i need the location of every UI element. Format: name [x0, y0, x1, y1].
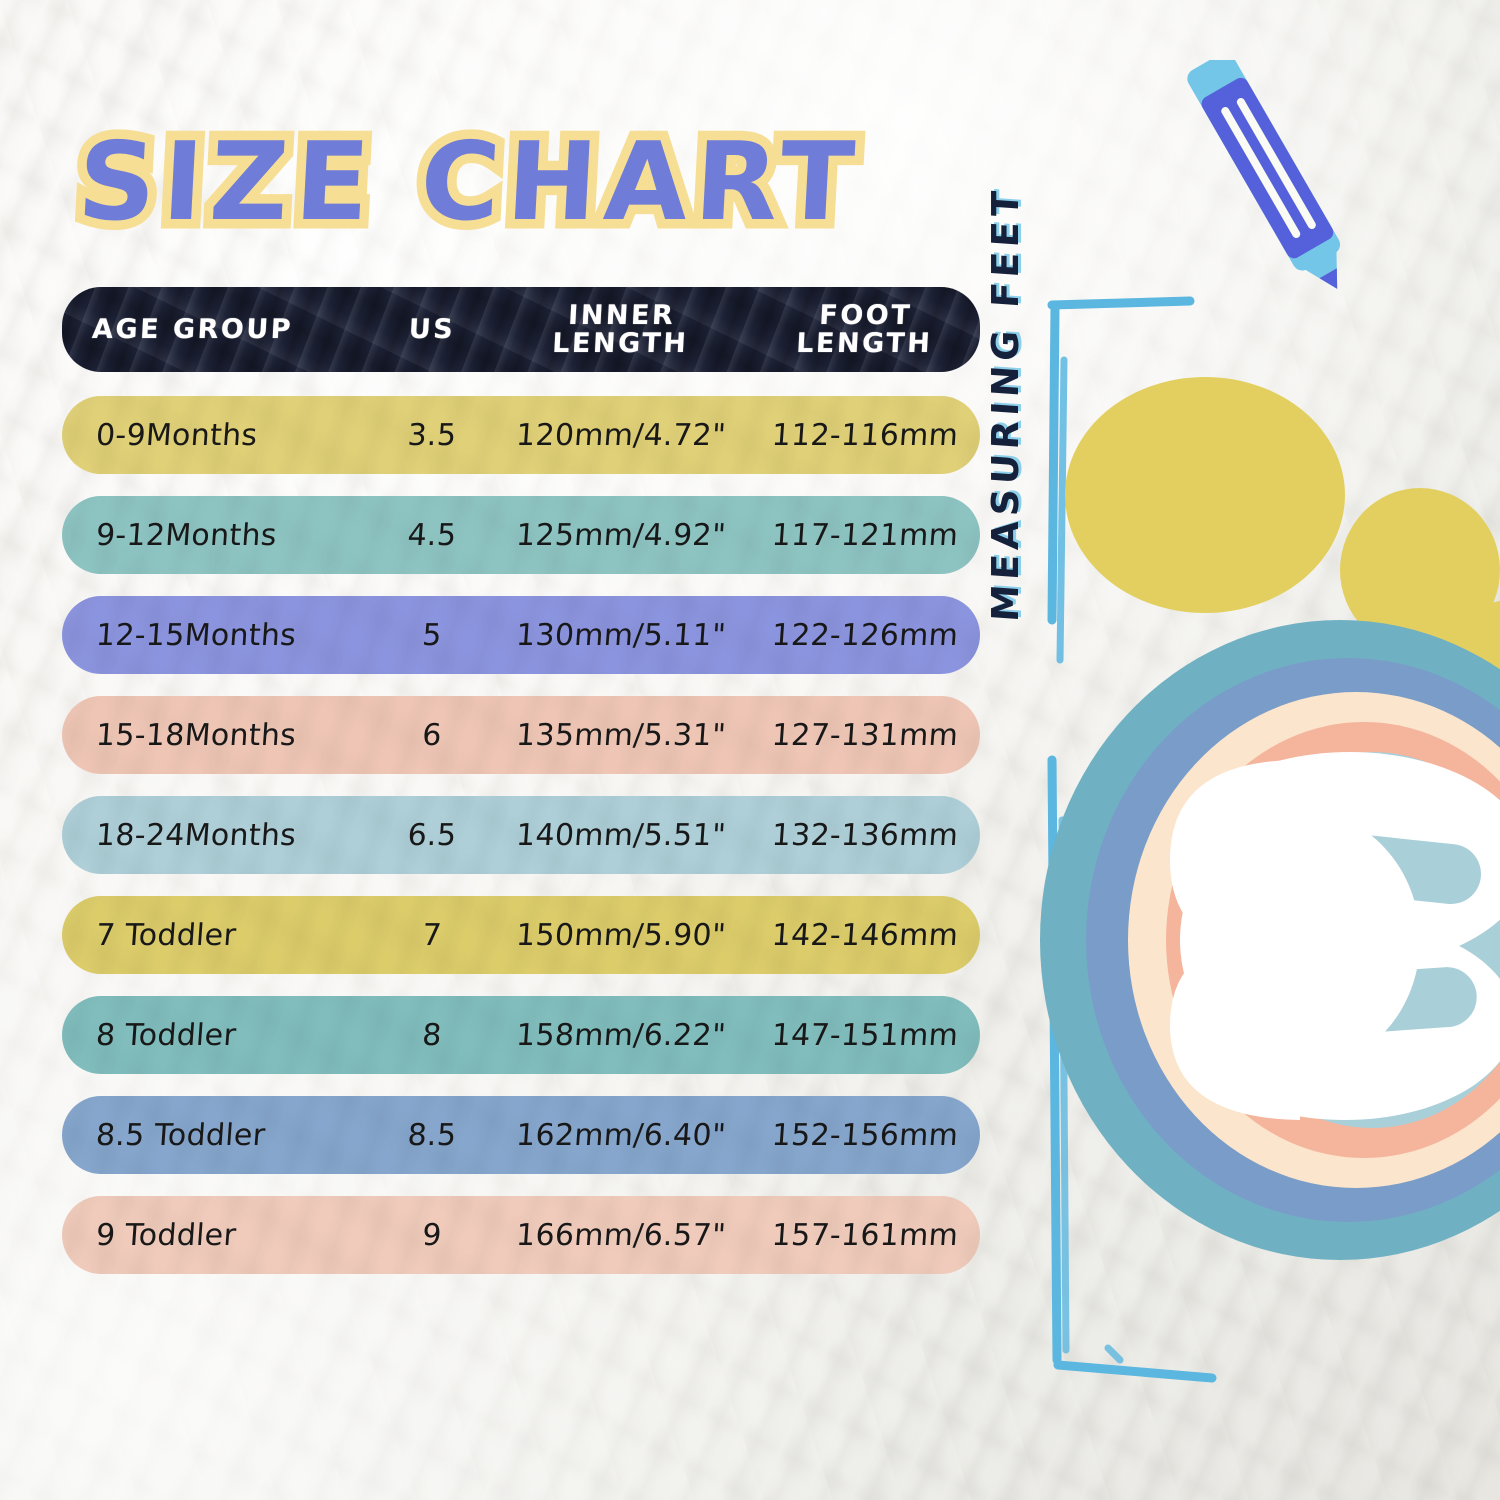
table-row: 9-12Months 4.5 125mm/4.92" 117-121mm — [62, 496, 980, 574]
size-chart-table: AGE GROUP US INNER LENGTH FOOT LENGTH 0-… — [62, 287, 980, 1296]
column-header-age-group: AGE GROUP — [91, 313, 294, 345]
page-title: SIZE CHART SIZE CHART — [65, 111, 898, 255]
column-header-inner-line2: LENGTH — [551, 327, 690, 359]
cell-age-group: 8.5 Toddler — [94, 1117, 267, 1153]
cell-foot-length: 152-156mm — [770, 1117, 960, 1153]
cell-us-size: 5 — [421, 617, 443, 653]
cell-inner-length: 120mm/4.72" — [514, 417, 728, 453]
cell-foot-length: 112-116mm — [770, 417, 960, 453]
table-row: 15-18Months 6 135mm/5.31" 127-131mm — [62, 696, 980, 774]
table-row: 8.5 Toddler 8.5 162mm/6.40" 152-156mm — [62, 1096, 980, 1174]
table-header-row: AGE GROUP US INNER LENGTH FOOT LENGTH — [62, 287, 980, 372]
blob-yellow-large — [1065, 377, 1345, 613]
cell-age-group: 18-24Months — [94, 817, 298, 853]
cell-foot-length: 122-126mm — [770, 617, 960, 653]
cell-foot-length: 147-151mm — [770, 1017, 960, 1053]
cell-foot-length: 142-146mm — [770, 917, 960, 953]
cell-us-size: 8.5 — [406, 1117, 458, 1153]
cell-age-group: 0-9Months — [94, 417, 259, 453]
column-header-us: US — [408, 313, 457, 345]
table-rows: 0-9Months 3.5 120mm/4.72" 112-116mm 9-12Mont… — [62, 396, 980, 1274]
cell-age-group: 8 Toddler — [94, 1017, 238, 1053]
column-header-foot-line2: LENGTH — [795, 327, 934, 359]
cell-us-size: 8 — [421, 1017, 443, 1053]
cell-inner-length: 162mm/6.40" — [514, 1117, 728, 1153]
column-header-inner-line1: INNER — [567, 299, 677, 331]
blob-yellow-small — [1340, 488, 1500, 652]
cell-us-size: 7 — [421, 917, 443, 953]
cell-foot-length: 127-131mm — [770, 717, 960, 753]
cell-foot-length: 157-161mm — [770, 1217, 960, 1253]
cell-age-group: 9 Toddler — [94, 1217, 238, 1253]
table-row: 8 Toddler 8 158mm/6.22" 147-151mm — [62, 996, 980, 1074]
cell-inner-length: 130mm/5.11" — [514, 617, 728, 653]
cell-us-size: 3.5 — [406, 417, 458, 453]
cell-age-group: 9-12Months — [94, 517, 278, 553]
table-row: 7 Toddler 7 150mm/5.90" 142-146mm — [62, 896, 980, 974]
table-row: 0-9Months 3.5 120mm/4.72" 112-116mm — [62, 396, 980, 474]
cell-age-group: 7 Toddler — [94, 917, 238, 953]
cell-age-group: 15-18Months — [94, 717, 298, 753]
cell-inner-length: 166mm/6.57" — [514, 1217, 728, 1253]
table-row: 12-15Months 5 130mm/5.11" 122-126mm — [62, 596, 980, 674]
cell-inner-length: 125mm/4.92" — [514, 517, 728, 553]
decorative-illustration: MEASURING FEET — [984, 60, 1500, 1460]
cell-inner-length: 140mm/5.51" — [514, 817, 728, 853]
cell-inner-length: 150mm/5.90" — [514, 917, 728, 953]
table-row: 18-24Months 6.5 140mm/5.51" 132-136mm — [62, 796, 980, 874]
cell-us-size: 6 — [421, 717, 443, 753]
cell-us-size: 6.5 — [406, 817, 458, 853]
white-wave-overlay — [1170, 760, 1420, 1120]
cell-inner-length: 135mm/5.31" — [514, 717, 728, 753]
cell-age-group: 12-15Months — [94, 617, 298, 653]
cell-foot-length: 132-136mm — [770, 817, 960, 853]
measuring-feet-label: MEASURING FEET — [984, 185, 1027, 624]
column-header-foot-line1: FOOT — [818, 299, 913, 331]
table-row: 9 Toddler 9 166mm/6.57" 157-161mm — [62, 1196, 980, 1274]
cell-inner-length: 158mm/6.22" — [514, 1017, 728, 1053]
column-header-foot-length: FOOT LENGTH — [749, 299, 980, 359]
pencil-icon — [1187, 60, 1341, 289]
cell-us-size: 4.5 — [406, 517, 458, 553]
cell-foot-length: 117-121mm — [770, 517, 960, 553]
column-header-inner-length: INNER LENGTH — [491, 299, 752, 359]
page-title-fill: SIZE CHART — [74, 120, 865, 245]
cell-us-size: 9 — [421, 1217, 443, 1253]
